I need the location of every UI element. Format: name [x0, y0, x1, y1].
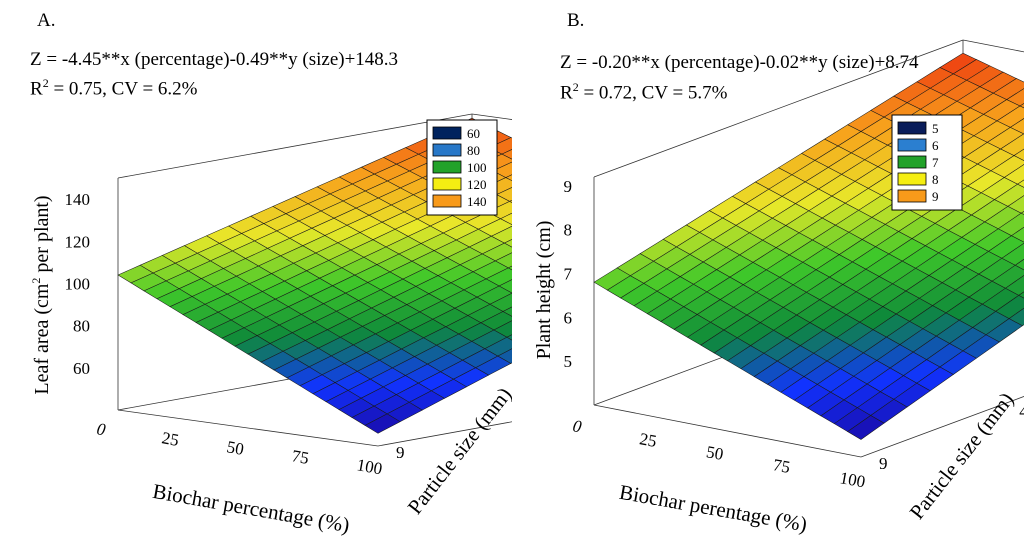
surface-cell: [847, 415, 885, 440]
x-tick-label: 25: [638, 429, 658, 451]
z-axis-title-part: Plant height (cm): [533, 221, 555, 360]
x-tick-label: 75: [290, 446, 310, 468]
legend-swatch: [432, 160, 462, 174]
legend-swatch: [432, 126, 462, 140]
fit-statistics: R2 = 0.72, CV = 5.7%: [560, 80, 728, 104]
legend: 60 80 100 120 140: [426, 119, 498, 216]
z-tick-label: 60: [73, 359, 90, 378]
surface-cell: [1019, 103, 1024, 109]
x-tick-label: 50: [225, 437, 245, 459]
y-axis-title: Particle size (mm): [905, 388, 1019, 524]
r2-superscript: 2: [572, 80, 579, 94]
x-tick-label: 25: [160, 428, 180, 450]
z-tick-label: 8: [564, 221, 573, 240]
y-axis-line: [377, 421, 512, 447]
surface-cell: [506, 334, 512, 341]
z-tick-label: 140: [65, 190, 91, 209]
legend-label: 7: [932, 155, 939, 170]
surface-cell: [364, 413, 401, 434]
regression-equation: Z = -0.20**x (percentage)-0.02**y (size)…: [560, 52, 919, 73]
y-tick-label: 9: [396, 443, 405, 462]
x-ticks: 0 25 50 75 100: [95, 419, 383, 478]
x-tick-label: 0: [95, 419, 107, 439]
surface-cell: [1017, 179, 1024, 188]
z-axis-title-part: per plant): [31, 195, 53, 277]
legend-swatch: [897, 172, 927, 186]
r2-label: R: [560, 82, 573, 104]
fit-statistics: R2 = 0.75, CV = 6.2%: [30, 76, 198, 100]
legend-label: 5: [932, 121, 939, 136]
chart-panel-b: B. Z = -0.20**x (percentage)-0.02**y (si…: [512, 0, 1024, 545]
z-axis-title: Leaf area (cm2 per plant): [29, 195, 53, 394]
y-ticks: 1249: [396, 443, 405, 462]
panel-label: A.: [37, 10, 56, 31]
surface-cell: [1018, 291, 1024, 299]
back-wall-edge: [117, 113, 473, 179]
r2-label: R: [30, 78, 43, 100]
panel-label: B.: [567, 10, 585, 31]
surface-cell: [1014, 258, 1024, 271]
legend-label: 8: [932, 172, 939, 187]
z-tick-label: 7: [564, 264, 573, 283]
surface-cell: [503, 239, 512, 248]
x-ticks: 0 25 50 75 100: [571, 416, 866, 491]
x-axis-line: [117, 409, 379, 447]
x-tick-label: 0: [571, 416, 583, 436]
legend-label: 80: [467, 143, 480, 158]
r2-superscript: 2: [42, 76, 49, 90]
back-wall-edge: [593, 39, 964, 178]
surface-cell: [507, 265, 512, 271]
z-tick-label: 120: [65, 232, 91, 251]
y-tick-label: 4: [1019, 402, 1024, 421]
chart-panel-a: A. Z = -4.45**x (percentage)-0.49**y (si…: [0, 0, 512, 545]
legend-label: 120: [467, 177, 487, 192]
legend-label: 140: [467, 194, 487, 209]
legend-label: 9: [932, 189, 939, 204]
surface: [593, 52, 1024, 440]
legend-swatch: [897, 138, 927, 152]
legend: 5 6 7 8 9: [891, 114, 963, 211]
stats-values: = 0.72, CV = 5.7%: [578, 82, 728, 104]
z-tick-label: 100: [65, 274, 91, 293]
legend-label: 100: [467, 160, 487, 175]
stats-values: = 0.75, CV = 6.2%: [48, 78, 198, 100]
legend-swatch: [897, 121, 927, 135]
legend-label: 6: [932, 138, 939, 153]
surface-cell: [505, 174, 512, 182]
x-tick-label: 100: [838, 468, 866, 491]
y-axis-line: [860, 396, 1024, 458]
y-ticks: 1249: [879, 402, 1024, 473]
back-wall-edge: [962, 39, 1024, 53]
y-tick-label: 9: [879, 454, 888, 473]
legend-swatch: [897, 189, 927, 203]
z-tick-label: 80: [73, 317, 90, 336]
z-ticks: 5 6 7 8 9: [564, 177, 573, 371]
x-axis-title: Biochar perentage (%): [618, 480, 809, 537]
legend-swatch: [897, 155, 927, 169]
surface-cell: [1020, 210, 1024, 215]
legend-swatch: [432, 194, 462, 208]
x-tick-label: 75: [772, 455, 792, 477]
x-tick-label: 100: [355, 455, 383, 478]
legend-label: 60: [467, 126, 480, 141]
x-axis-title: Biochar percentage (%): [151, 479, 352, 537]
z-ticks: 60 80 100 120 140: [65, 190, 91, 378]
z-axis-title-sup: 2: [29, 278, 43, 284]
legend-swatch: [432, 177, 462, 191]
z-axis-title: Plant height (cm): [533, 221, 555, 360]
z-axis-title-part: Leaf area (cm: [31, 283, 53, 394]
z-tick-label: 5: [564, 352, 573, 371]
z-tick-label: 6: [564, 308, 573, 327]
surface-plot: 5678902550751001249Plant height (cm)Bioc…: [533, 39, 1024, 537]
z-tick-label: 9: [564, 177, 573, 196]
legend-swatch: [432, 143, 462, 157]
x-tick-label: 50: [705, 442, 725, 464]
x-axis-line: [593, 404, 862, 458]
surface-plot: 60 80 100 120 140 0 25 50 75 100 1249 Leaf area (cm…: [29, 113, 512, 537]
regression-equation: Z = -4.45**x (percentage)-0.49**y (size)…: [30, 49, 399, 70]
